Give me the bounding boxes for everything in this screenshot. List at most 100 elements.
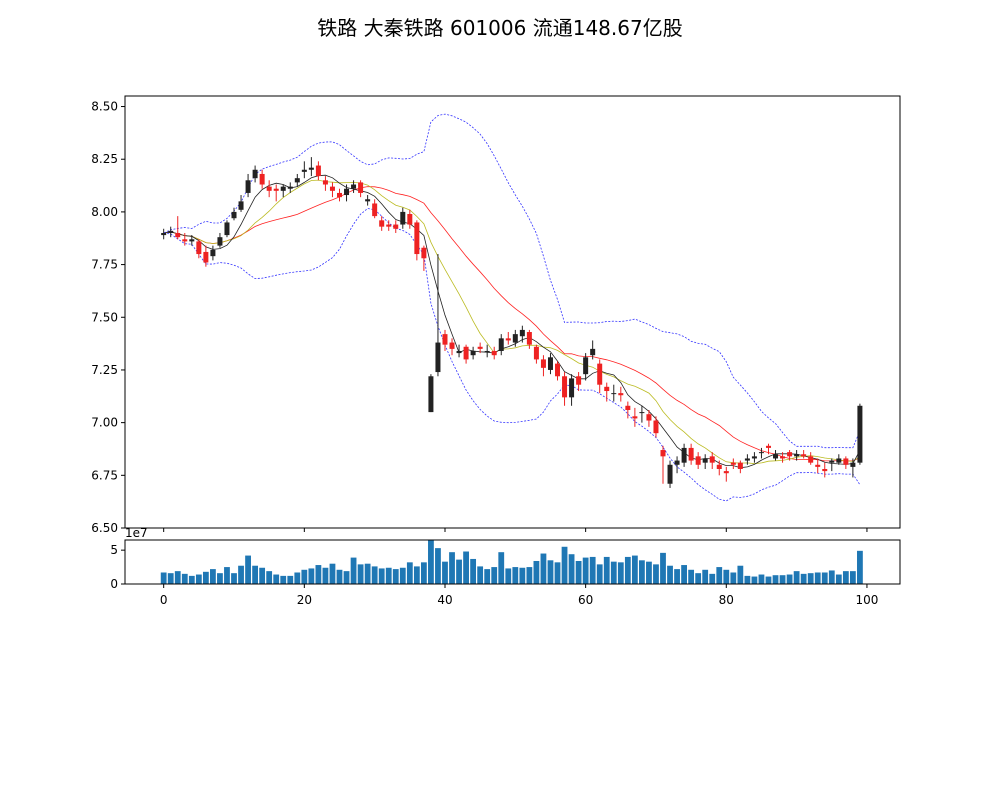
volume-bar <box>413 566 420 584</box>
volume-bar <box>399 567 406 584</box>
candle <box>829 458 835 472</box>
candle <box>308 157 314 177</box>
volume-bar <box>491 567 498 584</box>
candle <box>540 355 546 377</box>
volume-bar <box>505 568 512 584</box>
volume-bar <box>392 569 399 584</box>
volume-bar <box>765 576 772 584</box>
candle <box>857 403 863 465</box>
volume-bar <box>695 573 702 584</box>
candle <box>639 405 645 423</box>
volume-bar <box>364 563 371 584</box>
volume-bar <box>828 570 835 584</box>
bollinger-upper-line <box>163 113 861 449</box>
volume-bar <box>835 574 842 584</box>
price-y-tick-label: 7.50 <box>91 310 118 324</box>
volume-bar <box>343 571 350 584</box>
volume-bar <box>252 565 259 584</box>
candle <box>590 340 596 360</box>
volume-bar <box>631 555 638 584</box>
volume-bar <box>259 567 266 584</box>
volume-bar <box>646 561 652 584</box>
candle <box>358 180 364 198</box>
price-y-tick-label: 6.75 <box>91 468 118 482</box>
volume-bar <box>477 566 484 584</box>
candle <box>660 445 666 484</box>
candle <box>737 460 743 474</box>
volume-bar <box>814 572 821 584</box>
candle <box>435 254 441 377</box>
candle <box>618 386 624 402</box>
candle <box>393 220 399 233</box>
volume-bar <box>195 574 202 584</box>
volume-bar <box>617 562 624 584</box>
candle <box>709 452 715 469</box>
candle <box>505 332 511 345</box>
volume-bar <box>667 565 673 584</box>
volume-bar <box>744 575 751 584</box>
candle <box>259 169 265 189</box>
volume-bar <box>428 540 434 584</box>
candle <box>583 353 589 381</box>
candle <box>681 443 687 467</box>
price-y-tick-label: 6.50 <box>91 521 118 535</box>
volume-bar <box>484 569 491 584</box>
candle <box>203 245 209 267</box>
x-tick-label: 80 <box>719 593 734 607</box>
volume-bar <box>512 567 519 584</box>
volume-bar <box>800 573 807 584</box>
volume-bar <box>217 573 223 584</box>
volume-bar <box>273 574 280 584</box>
volume-bar <box>688 569 695 584</box>
candle <box>702 454 708 469</box>
candle <box>801 450 807 459</box>
volume-bar <box>582 557 589 584</box>
volume-bar <box>371 566 378 584</box>
candle <box>336 188 342 202</box>
volume-bar <box>329 563 336 584</box>
volume-bar <box>702 569 709 584</box>
price-y-tick-label: 8.00 <box>91 205 118 219</box>
volume-bars <box>160 540 863 584</box>
volume-bar <box>224 567 230 584</box>
candle <box>463 344 469 364</box>
volume-bar <box>188 575 195 584</box>
candle <box>674 456 680 474</box>
volume-bar <box>786 574 793 584</box>
candle <box>407 209 413 229</box>
candle <box>421 245 427 271</box>
candle <box>414 220 420 261</box>
volume-bar <box>723 569 730 584</box>
volume-bar <box>245 555 251 584</box>
candle <box>189 235 195 246</box>
volume-bar <box>301 569 308 584</box>
candle <box>344 184 350 202</box>
candle <box>822 462 828 478</box>
price-y-tick-label: 8.50 <box>91 100 118 114</box>
candle <box>758 447 764 459</box>
volume-bar <box>772 575 779 584</box>
axes: 6.50 6.75 7.00 7.25 7.50 7.75 8.00 8.25 8.50 0 20 4… <box>91 95 901 607</box>
candle <box>716 460 722 476</box>
candle <box>329 182 335 198</box>
candle <box>365 195 371 206</box>
chart-title: 铁路 大秦铁路 601006 流通148.67亿股 <box>317 16 683 40</box>
candle <box>744 454 750 465</box>
volume-bar <box>554 562 561 584</box>
candle <box>667 460 673 488</box>
volume-bar <box>420 562 427 584</box>
candle <box>597 359 603 394</box>
candle <box>196 239 202 259</box>
candle <box>287 182 293 193</box>
candle <box>210 245 216 261</box>
volume-bar <box>498 552 505 584</box>
volume-bar <box>842 571 849 584</box>
volume-scale-label: 1e7 <box>125 526 148 540</box>
candle <box>175 216 181 240</box>
bollinger-bands <box>163 113 861 502</box>
ma5-line <box>163 174 861 469</box>
volume-bar <box>181 573 188 584</box>
candle <box>526 329 532 349</box>
candles <box>161 157 863 488</box>
volume-bar <box>716 567 723 584</box>
